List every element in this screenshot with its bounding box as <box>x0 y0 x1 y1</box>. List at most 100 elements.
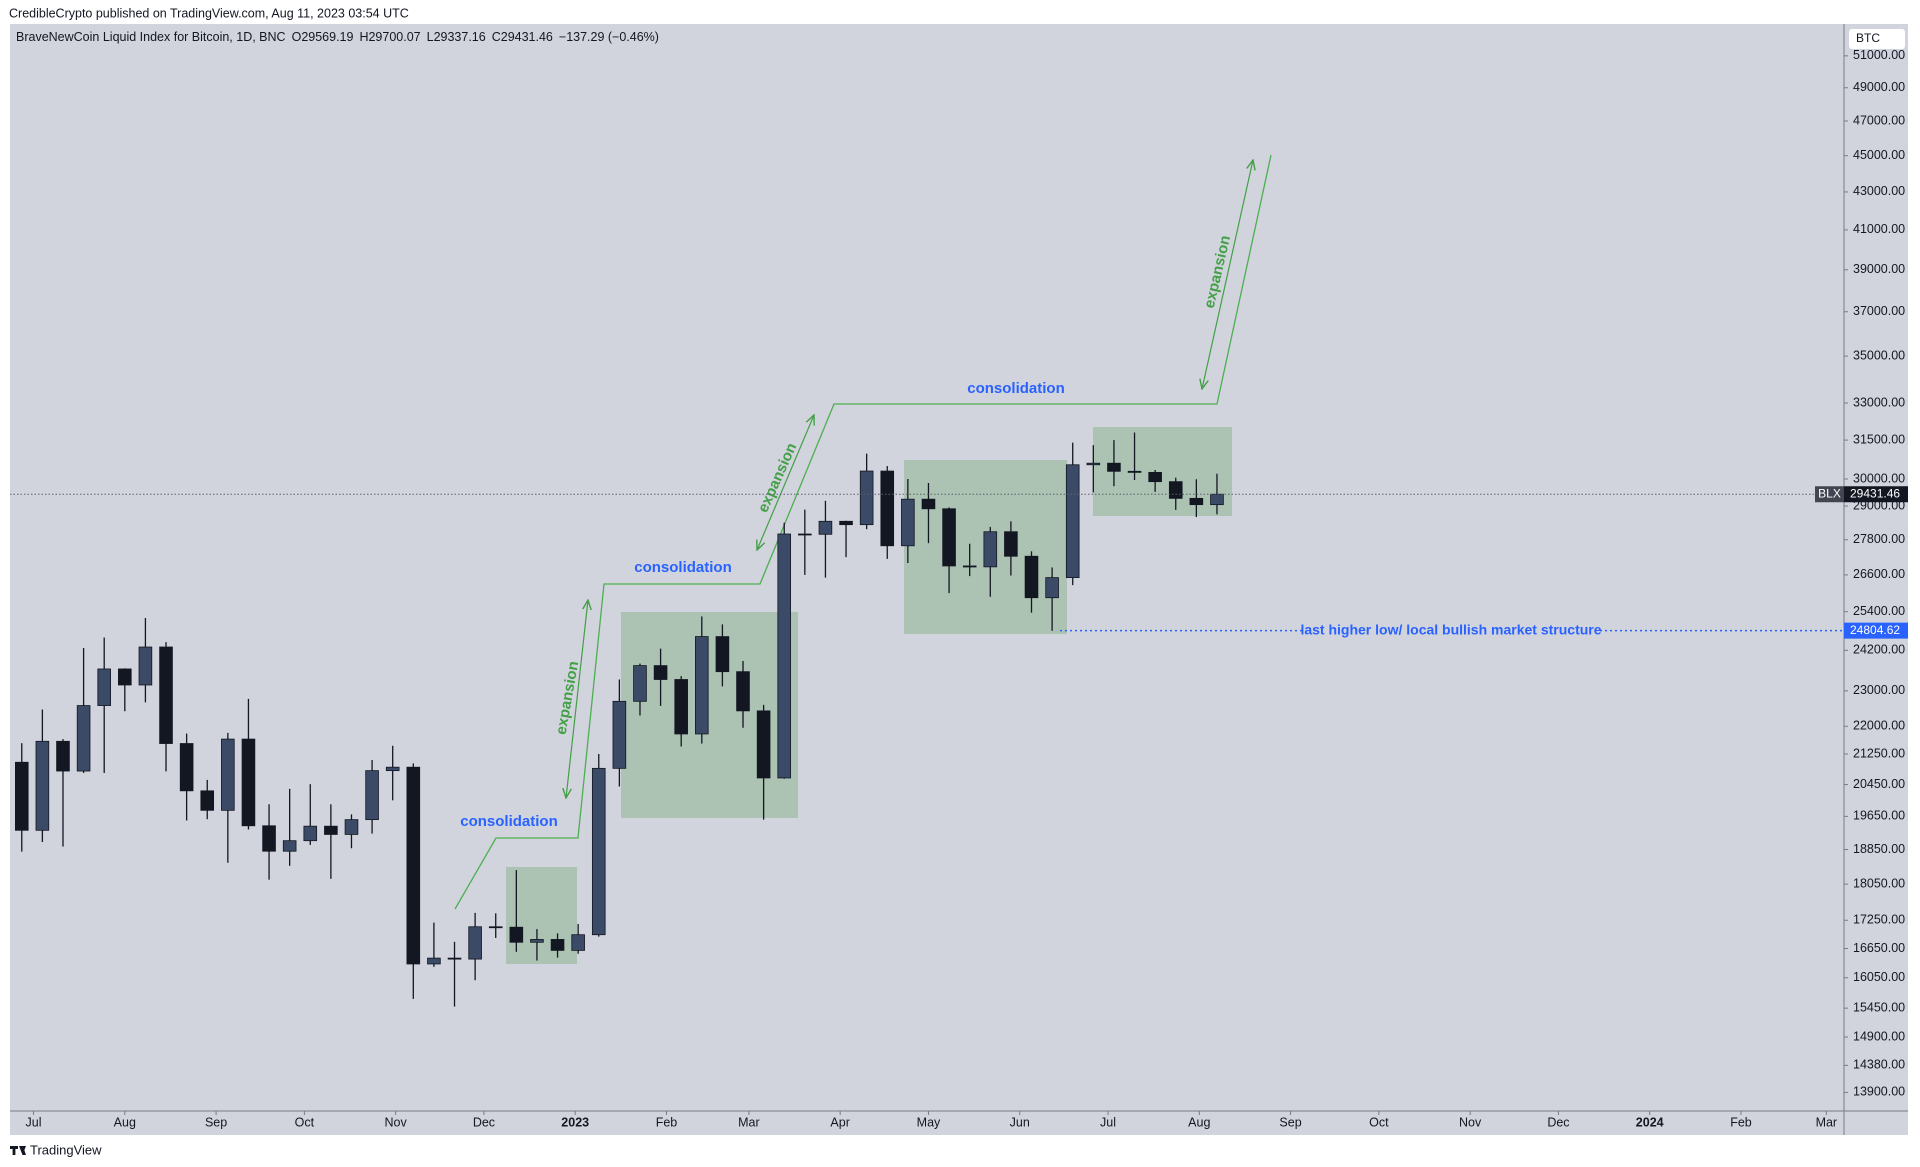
y-tick-label: 35000.00 <box>1853 348 1905 362</box>
symbol: BraveNewCoin Liquid Index for Bitcoin, 1… <box>16 30 286 44</box>
level-label-bg <box>1305 621 1597 640</box>
candle-body <box>798 533 812 536</box>
y-tick-label: 20450.00 <box>1853 777 1905 791</box>
ohlc-label: O <box>292 30 302 44</box>
x-tick-label: Dec <box>1547 1115 1569 1129</box>
y-tick-label: 16050.00 <box>1853 970 1905 984</box>
candle-body <box>942 508 956 567</box>
y-tick-label: 17250.00 <box>1853 913 1905 927</box>
candle-body <box>344 819 359 835</box>
candle-body <box>385 766 400 772</box>
candle-body <box>509 926 524 943</box>
candle-body <box>756 710 771 779</box>
chart-background <box>10 24 1908 1135</box>
annotation: consolidation <box>460 813 558 830</box>
candle-body <box>859 470 874 526</box>
candle-body <box>550 939 565 951</box>
ohlc-label: C <box>492 30 501 44</box>
candle-body <box>983 531 998 568</box>
y-tick-label: 18050.00 <box>1853 876 1905 890</box>
y-tick-label: 22000.00 <box>1853 719 1905 733</box>
last-price-value: 29431.46 <box>1850 486 1900 500</box>
last-price-tag <box>1815 486 1844 503</box>
y-tick-label: 39000.00 <box>1853 262 1905 276</box>
y-tick-label: 31500.00 <box>1853 432 1905 446</box>
y-tick-label: 14380.00 <box>1853 1058 1905 1072</box>
candle-body <box>1024 555 1039 599</box>
candle-body <box>818 520 833 535</box>
candle-body <box>200 790 215 811</box>
y-tick-label: 30000.00 <box>1853 471 1905 485</box>
candle-body <box>674 679 688 735</box>
level-value: 24804.62 <box>1850 623 1900 637</box>
ohlc-value: 29700.07 <box>368 30 420 44</box>
ohlc-value: 29431.46 <box>501 30 553 44</box>
last-price-tag <box>1844 486 1908 503</box>
candle-body <box>1045 577 1059 599</box>
candle-body <box>76 705 91 772</box>
x-tick-label: Feb <box>1730 1115 1752 1129</box>
candle-body <box>35 740 50 831</box>
candle-body <box>324 825 338 835</box>
candle-body <box>612 700 627 769</box>
candle-body <box>262 825 276 852</box>
candle-body <box>839 520 853 526</box>
ohlc-change: −137.29 (−0.46%) <box>559 30 659 44</box>
candle-body <box>303 825 318 842</box>
candle-body <box>880 470 895 547</box>
candle-body <box>921 498 936 510</box>
currency-badge <box>1849 29 1905 49</box>
y-tick-label: 45000.00 <box>1853 148 1905 162</box>
candle-body <box>406 766 421 965</box>
y-tick-label: 15450.00 <box>1853 1000 1905 1014</box>
annotation: consolidation <box>634 559 732 576</box>
level-label: last higher low/ local bullish market st… <box>1300 621 1601 637</box>
candle-body <box>591 767 606 936</box>
candle-body <box>468 926 482 960</box>
candle-body <box>715 636 730 673</box>
x-tick-label: Nov <box>1459 1115 1482 1129</box>
x-tick-label: May <box>917 1115 941 1129</box>
x-tick-label: Apr <box>830 1115 849 1129</box>
arrow <box>566 600 588 798</box>
y-tick-label: 49000.00 <box>1853 80 1905 94</box>
candle-body <box>736 671 750 712</box>
path-drawing <box>454 154 1272 910</box>
x-tick-label: Sep <box>205 1115 227 1129</box>
y-tick-label: 47000.00 <box>1853 113 1905 127</box>
candle-body <box>221 738 235 811</box>
y-tick-label: 13900.00 <box>1853 1085 1905 1099</box>
candle-body <box>777 533 792 779</box>
candle-body <box>138 646 153 686</box>
ohlc-value: 29337.16 <box>434 30 486 44</box>
candle-body <box>695 636 709 735</box>
brand: TradingView <box>30 1142 102 1157</box>
candle-body <box>1127 470 1142 473</box>
candle-body <box>571 934 585 951</box>
x-tick-label: Nov <box>385 1115 408 1129</box>
y-tick-label: 41000.00 <box>1853 222 1905 236</box>
x-tick-label: Aug <box>1188 1115 1210 1129</box>
candle-body <box>1210 493 1224 506</box>
y-tick-label: 33000.00 <box>1853 395 1905 409</box>
y-tick-label: 27800.00 <box>1853 532 1905 546</box>
x-tick-label: Feb <box>656 1115 678 1129</box>
y-tick-label: 26600.00 <box>1853 567 1905 581</box>
x-tick-label: 2023 <box>561 1115 589 1129</box>
y-tick-label: 19650.00 <box>1853 809 1905 823</box>
range-box <box>621 612 798 818</box>
candle-body <box>488 926 503 929</box>
candle-body <box>56 740 70 772</box>
y-tick-label: 16650.00 <box>1853 941 1905 955</box>
candle-body <box>530 939 544 943</box>
currency-label: BTC <box>1856 31 1880 45</box>
x-tick-label: Oct <box>295 1115 315 1129</box>
y-tick-label: 23000.00 <box>1853 683 1905 697</box>
x-tick-label: Jul <box>1100 1115 1116 1129</box>
x-tick-label: Mar <box>1816 1115 1838 1129</box>
candle-body <box>14 761 29 831</box>
x-tick-label: Dec <box>473 1115 495 1129</box>
x-tick-label: Oct <box>1369 1115 1389 1129</box>
